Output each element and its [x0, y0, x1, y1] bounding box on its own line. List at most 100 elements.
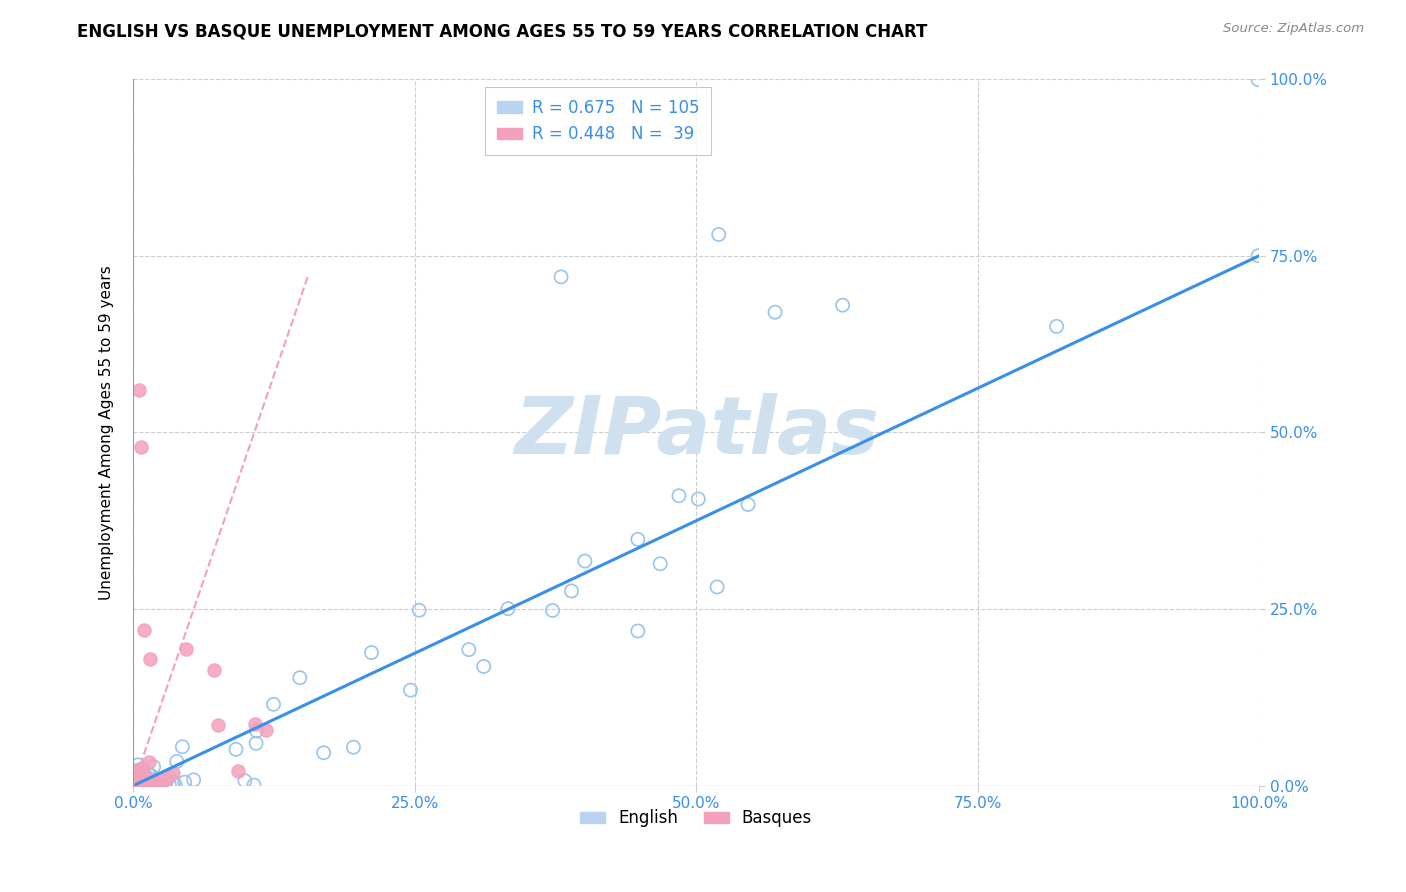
- Point: [172, 739, 194, 754]
- Point: [688, 491, 710, 506]
- Point: [128, 772, 150, 787]
- Point: [472, 659, 495, 673]
- Point: [1247, 249, 1270, 263]
- Point: [155, 772, 177, 786]
- Point: [146, 778, 169, 792]
- Point: [139, 768, 162, 782]
- Point: [132, 772, 155, 787]
- Point: [155, 778, 177, 792]
- Point: [132, 763, 155, 777]
- Point: [150, 777, 173, 791]
- Point: [627, 533, 650, 547]
- Point: [360, 646, 382, 660]
- Point: [1247, 72, 1270, 87]
- Point: [135, 771, 157, 785]
- Point: [131, 770, 153, 784]
- Point: [225, 742, 247, 756]
- Point: [153, 774, 176, 789]
- Point: [574, 554, 596, 568]
- Point: [183, 772, 205, 787]
- Point: [166, 755, 188, 769]
- Point: [131, 771, 153, 785]
- Point: [399, 683, 422, 698]
- Point: [135, 777, 157, 791]
- Point: [129, 775, 152, 789]
- Y-axis label: Unemployment Among Ages 55 to 59 years: Unemployment Among Ages 55 to 59 years: [100, 265, 114, 599]
- Point: [627, 624, 650, 638]
- Text: ENGLISH VS BASQUE UNEMPLOYMENT AMONG AGES 55 TO 59 YEARS CORRELATION CHART: ENGLISH VS BASQUE UNEMPLOYMENT AMONG AGE…: [77, 22, 928, 40]
- Point: [125, 773, 148, 788]
- Point: [129, 763, 152, 777]
- Point: [129, 772, 152, 786]
- Point: [157, 770, 180, 784]
- Point: [138, 768, 160, 782]
- Point: [127, 773, 149, 788]
- Point: [408, 603, 430, 617]
- Point: [129, 778, 152, 792]
- Point: [138, 778, 160, 792]
- Point: [131, 778, 153, 792]
- Point: [131, 775, 153, 789]
- Point: [125, 778, 148, 792]
- Point: [125, 775, 148, 789]
- Point: [128, 776, 150, 790]
- Point: [165, 778, 187, 792]
- Point: [541, 603, 564, 617]
- Point: [254, 723, 277, 738]
- Point: [139, 778, 162, 792]
- Point: [129, 778, 152, 792]
- Point: [128, 769, 150, 783]
- Point: [122, 766, 145, 780]
- Point: [707, 227, 730, 242]
- Point: [129, 763, 152, 777]
- Point: [560, 584, 582, 599]
- Point: [127, 777, 149, 791]
- Point: [141, 778, 163, 792]
- Point: [134, 772, 156, 786]
- Point: [243, 778, 266, 792]
- Point: [132, 766, 155, 780]
- Point: [134, 772, 156, 787]
- Point: [131, 774, 153, 789]
- Text: Source: ZipAtlas.com: Source: ZipAtlas.com: [1223, 22, 1364, 36]
- Point: [142, 776, 165, 790]
- Point: [127, 758, 149, 772]
- Point: [139, 651, 162, 665]
- Point: [131, 768, 153, 782]
- Point: [342, 740, 364, 755]
- Point: [135, 776, 157, 790]
- Point: [245, 736, 267, 750]
- Point: [233, 773, 256, 788]
- Point: [148, 777, 170, 791]
- Point: [127, 765, 149, 780]
- Point: [174, 641, 197, 656]
- Point: [124, 774, 146, 789]
- Point: [131, 778, 153, 792]
- Point: [122, 770, 145, 784]
- Point: [550, 269, 572, 284]
- Point: [138, 774, 160, 789]
- Point: [131, 772, 153, 786]
- Point: [763, 305, 786, 319]
- Point: [128, 778, 150, 792]
- Point: [132, 768, 155, 782]
- Point: [155, 772, 177, 787]
- Point: [128, 776, 150, 790]
- Point: [149, 778, 172, 792]
- Point: [138, 755, 160, 769]
- Point: [132, 770, 155, 784]
- Point: [706, 580, 728, 594]
- Point: [202, 663, 225, 677]
- Text: ZIPatlas: ZIPatlas: [513, 393, 879, 471]
- Point: [122, 778, 145, 792]
- Point: [129, 763, 152, 777]
- Point: [139, 775, 162, 789]
- Point: [122, 770, 145, 784]
- Point: [162, 775, 184, 789]
- Point: [124, 769, 146, 783]
- Point: [129, 440, 152, 454]
- Point: [122, 777, 145, 791]
- Point: [312, 746, 335, 760]
- Point: [263, 698, 285, 712]
- Point: [668, 489, 690, 503]
